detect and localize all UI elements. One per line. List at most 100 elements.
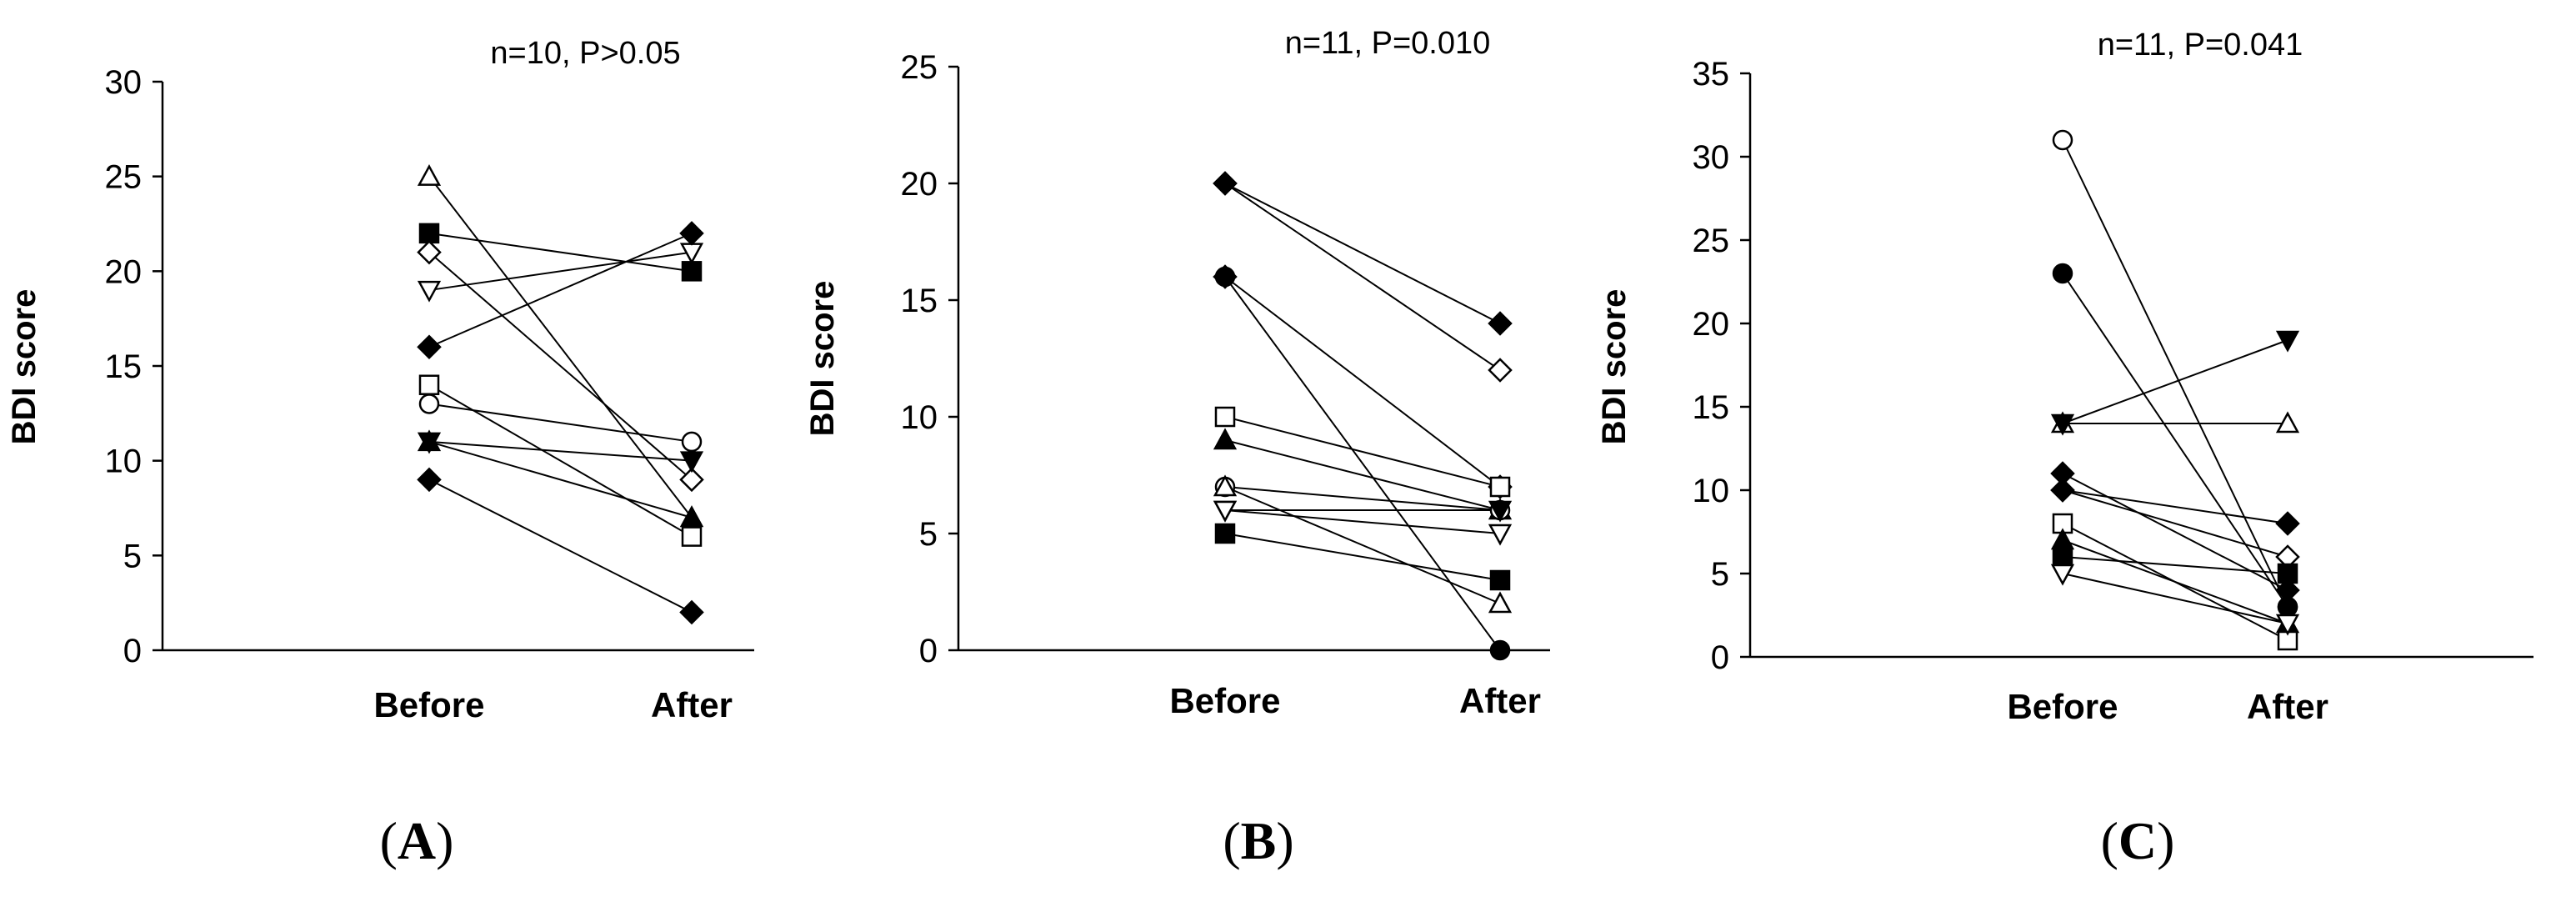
panel-a-series-line	[428, 403, 693, 443]
panel-c-series-line	[2062, 489, 2288, 524]
panel-b-point-before	[1214, 406, 1236, 428]
panel-b-series-line	[1224, 439, 1501, 511]
panel-c-series-line	[2062, 339, 2288, 424]
panel-b-series-line	[1224, 276, 1501, 488]
panel-c-point-before	[2050, 478, 2075, 503]
panel-c-y-tick-label: 0	[1711, 639, 1729, 676]
panel-a-point-after	[679, 221, 704, 246]
panel-c-series-line	[2062, 139, 2288, 608]
panel-b-series-line	[1224, 486, 1501, 511]
panel-a-label: (A)	[380, 811, 454, 870]
panel-b-point-after	[1489, 639, 1511, 661]
panel-c-y-tick-label: 5	[1711, 556, 1729, 593]
panel-b-point-after	[1488, 311, 1513, 336]
panel-c-chart: 0 5 10 15 20 25 30 35 BDI score n=11, P=0.041 Befo…	[1596, 28, 2533, 870]
panel-b-annotation: n=11, P=0.010	[1285, 26, 1491, 61]
panel-a-y-tick-label: 10	[105, 443, 143, 480]
panel-a-point-after	[681, 261, 703, 282]
panel-c-point-before	[2052, 129, 2073, 151]
panel-a-point-before	[417, 467, 442, 493]
panel-c-point-after	[2275, 578, 2300, 603]
panel-label-open-paren: (	[380, 811, 398, 870]
panel-a-category-label: After	[651, 685, 733, 724]
panel-c-y-tick-label: 30	[1693, 139, 1730, 176]
panel-a-point-after	[679, 599, 704, 625]
panel-b-series-line	[1224, 486, 1501, 604]
panel-b-point-after	[1488, 500, 1513, 523]
panel-b-y-tick-label: 15	[901, 283, 938, 319]
panel-label-letter: C	[2118, 811, 2157, 870]
panel-a-series-line	[428, 251, 693, 292]
panel-c-point-after	[2277, 563, 2298, 584]
panel-label-letter: B	[1241, 811, 1277, 870]
panel-c-y-tick-label: 10	[1693, 473, 1730, 509]
panel-b-point-before	[1213, 264, 1238, 289]
panel-b-category-label: Before	[1169, 681, 1280, 720]
panel-a-series-line	[428, 440, 693, 519]
panel-c-point-after	[2275, 411, 2300, 433]
panel-b-series-line	[1224, 416, 1501, 488]
panel-c-series-line	[2062, 473, 2288, 591]
panel-a-y-tick-label: 0	[123, 633, 142, 669]
panel-c-point-before	[2050, 564, 2075, 586]
panel-label-letter: A	[398, 811, 436, 870]
panel-b-series-line	[1224, 509, 1501, 534]
panel-label-close-paren: )	[1276, 811, 1293, 870]
panel-c-series-line	[2062, 489, 2288, 558]
panel-a-point-before	[417, 164, 442, 186]
panel-c-y-tick-label: 15	[1693, 389, 1730, 426]
panel-a-series-line	[428, 232, 693, 273]
panel-a-y-tick-label: 5	[123, 538, 142, 574]
panel-a-series-line	[428, 176, 693, 519]
panel-a-point-after	[679, 467, 704, 493]
panel-a-point-before	[417, 429, 442, 452]
panel-a-series-line	[428, 440, 693, 462]
panel-c-series-line	[2062, 273, 2288, 608]
panel-a-point-after	[681, 526, 703, 547]
panel-b-y-tick-label: 5	[919, 516, 938, 553]
panel-b-y-tick-label: 10	[901, 399, 938, 436]
panel-b-y-tick-label: 25	[901, 49, 938, 86]
panel-c-point-before	[2050, 413, 2075, 436]
panel-c-y-axis-label: BDI score	[1596, 289, 1633, 445]
panel-a-point-after	[679, 505, 704, 528]
panel-c-category-label: After	[2247, 687, 2328, 726]
panel-label-open-paren: (	[1223, 811, 1240, 870]
panel-b-point-after	[1489, 476, 1511, 498]
panel-label-open-paren: (	[2101, 811, 2118, 870]
panel-a-point-before	[417, 280, 442, 303]
panel-a-series-line	[428, 479, 693, 614]
panel-c-point-before	[2052, 263, 2073, 284]
panel-a-series-line	[428, 383, 693, 538]
panel-b-category-label: After	[1459, 681, 1541, 720]
panel-a-annotation: n=10, P>0.05	[490, 36, 680, 71]
panel-b-point-before	[1213, 474, 1238, 497]
panel-c-annotation: n=11, P=0.041	[2098, 28, 2303, 63]
panel-a-y-tick-label: 25	[105, 159, 143, 196]
panel-c-series-line	[2062, 573, 2288, 624]
panel-c-y-tick-label: 35	[1693, 56, 1730, 93]
panel-a-category-label: Before	[373, 685, 484, 724]
panel-a-series-line	[428, 232, 693, 348]
panel-b-point-before	[1214, 523, 1236, 544]
panel-b-point-before	[1213, 500, 1238, 523]
panel-label-close-paren: )	[2157, 811, 2174, 870]
panel-c-point-before	[2052, 546, 2073, 568]
panel-b-point-after	[1488, 591, 1513, 614]
panel-a-point-before	[418, 393, 440, 414]
panel-a-y-tick-label: 15	[105, 348, 143, 385]
panel-b-point-after	[1489, 569, 1511, 591]
panel-b-series-line	[1224, 276, 1501, 651]
panel-a-y-tick-label: 20	[105, 253, 143, 290]
panel-c-y-tick-label: 20	[1693, 306, 1730, 343]
panel-b-series-line	[1224, 183, 1501, 371]
panel-c-category-label: Before	[2007, 687, 2118, 726]
panel-c-series-line	[2062, 539, 2288, 624]
panel-c-point-after	[2275, 614, 2300, 636]
panel-a-point-after	[681, 431, 703, 453]
panel-b-point-after	[1488, 524, 1513, 546]
panel-b-label: (B)	[1223, 811, 1293, 870]
panel-c-y-tick-label: 25	[1693, 223, 1730, 259]
panel-b-y-tick-label: 20	[901, 166, 938, 203]
